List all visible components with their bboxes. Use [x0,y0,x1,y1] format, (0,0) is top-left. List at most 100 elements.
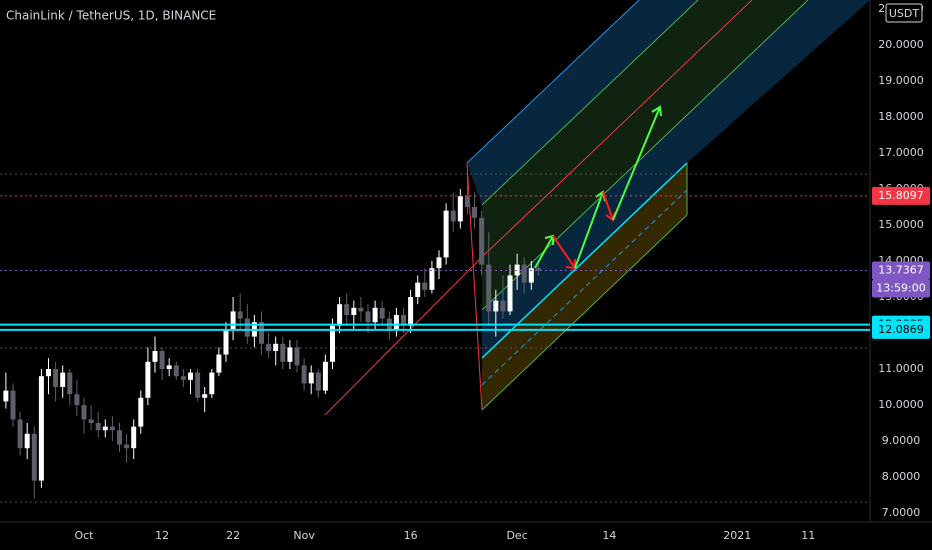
candle-body [422,282,428,290]
candle-body [173,365,179,377]
y-tick-label: 8.0000 [882,470,921,483]
candle-body [443,210,449,258]
candle-body [287,347,293,362]
price-tag-label: 13.7367 [878,263,924,276]
candle-body [514,264,520,276]
currency: USDT [889,7,920,20]
candle-body [67,372,73,395]
candle-body [180,376,186,380]
candle-body [109,426,115,431]
candle-body [159,351,165,369]
countdown: 13:59:00 [876,281,925,294]
candle-body [280,343,286,362]
y-tick-label: 20.0000 [878,38,924,51]
fork-line [481,0,699,206]
trend-line [324,256,483,416]
candle-body [152,351,158,362]
y-tick-label: 19.0000 [878,74,924,87]
fork-line [481,0,809,311]
candle-body [322,361,328,391]
candle-body [216,354,222,373]
candle-body [358,307,364,312]
candle-body [88,419,94,423]
candle-body [10,390,16,420]
candle-body [379,307,385,319]
candle-body [415,282,421,297]
candle-body [429,268,435,290]
arrow [534,235,554,269]
candle-body [294,347,300,366]
candle-body [479,217,485,265]
arrow [574,191,604,269]
y-tick-label: 15.0000 [878,218,924,231]
candle-body [138,397,144,427]
band-blue [467,0,698,205]
y-tick-label: 18.0000 [878,110,924,123]
candle-body [315,372,321,391]
candle-body [124,444,130,449]
band-olive [482,163,687,410]
candle-body [528,268,534,283]
candle-body [102,426,108,431]
chart-title: ChainLink / TetherUS, 1D, BINANCE [6,9,216,23]
candle-body [365,311,371,323]
candle-body [95,423,101,431]
fork-line [481,214,688,411]
candle-body [131,426,137,449]
candle-body [223,329,229,355]
candle-body [408,297,414,326]
x-tick-label: 12 [155,529,169,542]
x-tick-label: Dec [506,529,527,542]
candle-body [202,394,208,398]
countdown-tag [872,279,930,298]
candle-body [372,307,378,323]
candle-body [351,307,357,315]
y-tick-label: 7.0000 [882,506,921,519]
candle-body [535,268,541,271]
candle-body [486,264,492,312]
candle-body [436,257,442,269]
arrow [602,191,614,221]
price-tag [872,261,930,280]
arrow [612,106,661,221]
candle-body [273,343,279,351]
pitchfork [324,0,870,416]
candle-body [45,369,51,377]
price-tag-label: 12.0869 [878,323,924,336]
candle-body [521,264,527,283]
x-tick-label: 22 [226,529,240,542]
price-tag [872,186,930,205]
x-tick-label: 2021 [723,529,751,542]
arrow [552,235,576,269]
arrows [534,105,662,270]
candle-body [337,304,343,326]
price-tag-label: 15.8097 [878,189,924,202]
candle-body [3,390,9,402]
candle-body [308,372,314,384]
candle-body [74,394,80,405]
x-tick-label: Oct [74,529,94,542]
candle-body [237,311,243,319]
candle-body [195,372,201,398]
candle-body [53,369,59,387]
candle-body [393,315,399,330]
candles [3,174,541,499]
fork-line [481,189,688,386]
price-tag [872,320,930,339]
candle-body [145,361,151,398]
candle-body [457,196,463,222]
fork-median [481,0,753,258]
candle-body [244,318,250,337]
candle-body [81,405,87,420]
y-tick-label: 11.0000 [878,362,924,375]
currency-box [885,3,923,23]
candle-body [450,210,456,222]
candle-body [259,322,265,344]
candle-body [472,207,478,218]
arrow-head [651,105,662,117]
candle-body [330,325,336,362]
candle-body [31,433,37,481]
candle-body [116,430,122,445]
candle-body [266,343,272,351]
